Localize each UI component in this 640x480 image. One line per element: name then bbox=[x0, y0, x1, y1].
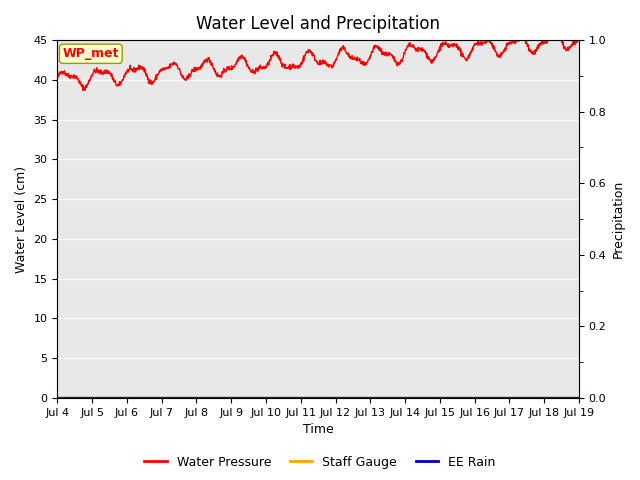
Text: WP_met: WP_met bbox=[63, 47, 119, 60]
EE Rain bbox=[115, 395, 123, 401]
Water Pressure bbox=[575, 38, 583, 44]
EE Rain bbox=[350, 395, 358, 401]
Water Pressure bbox=[550, 29, 557, 35]
Line: Water Pressure: Water Pressure bbox=[58, 32, 579, 91]
Water Pressure bbox=[296, 64, 303, 70]
Water Pressure bbox=[275, 54, 283, 60]
Staff Gauge bbox=[275, 395, 282, 401]
Water Pressure bbox=[351, 54, 358, 60]
Staff Gauge bbox=[54, 395, 61, 401]
Staff Gauge bbox=[295, 395, 303, 401]
EE Rain bbox=[295, 395, 303, 401]
Title: Water Level and Precipitation: Water Level and Precipitation bbox=[196, 15, 440, 33]
Staff Gauge bbox=[115, 395, 123, 401]
EE Rain bbox=[275, 395, 282, 401]
Staff Gauge bbox=[575, 395, 583, 401]
EE Rain bbox=[575, 395, 583, 401]
Water Pressure bbox=[54, 75, 61, 81]
Staff Gauge bbox=[94, 395, 102, 401]
Water Pressure bbox=[115, 83, 123, 88]
EE Rain bbox=[285, 395, 293, 401]
Y-axis label: Water Level (cm): Water Level (cm) bbox=[15, 166, 28, 273]
X-axis label: Time: Time bbox=[303, 423, 333, 436]
EE Rain bbox=[94, 395, 102, 401]
Legend: Water Pressure, Staff Gauge, EE Rain: Water Pressure, Staff Gauge, EE Rain bbox=[139, 451, 501, 474]
Water Pressure bbox=[286, 67, 294, 72]
Y-axis label: Precipitation: Precipitation bbox=[612, 180, 625, 258]
EE Rain bbox=[54, 395, 61, 401]
Water Pressure bbox=[79, 88, 87, 94]
Staff Gauge bbox=[350, 395, 358, 401]
Staff Gauge bbox=[285, 395, 293, 401]
Water Pressure bbox=[94, 70, 102, 75]
